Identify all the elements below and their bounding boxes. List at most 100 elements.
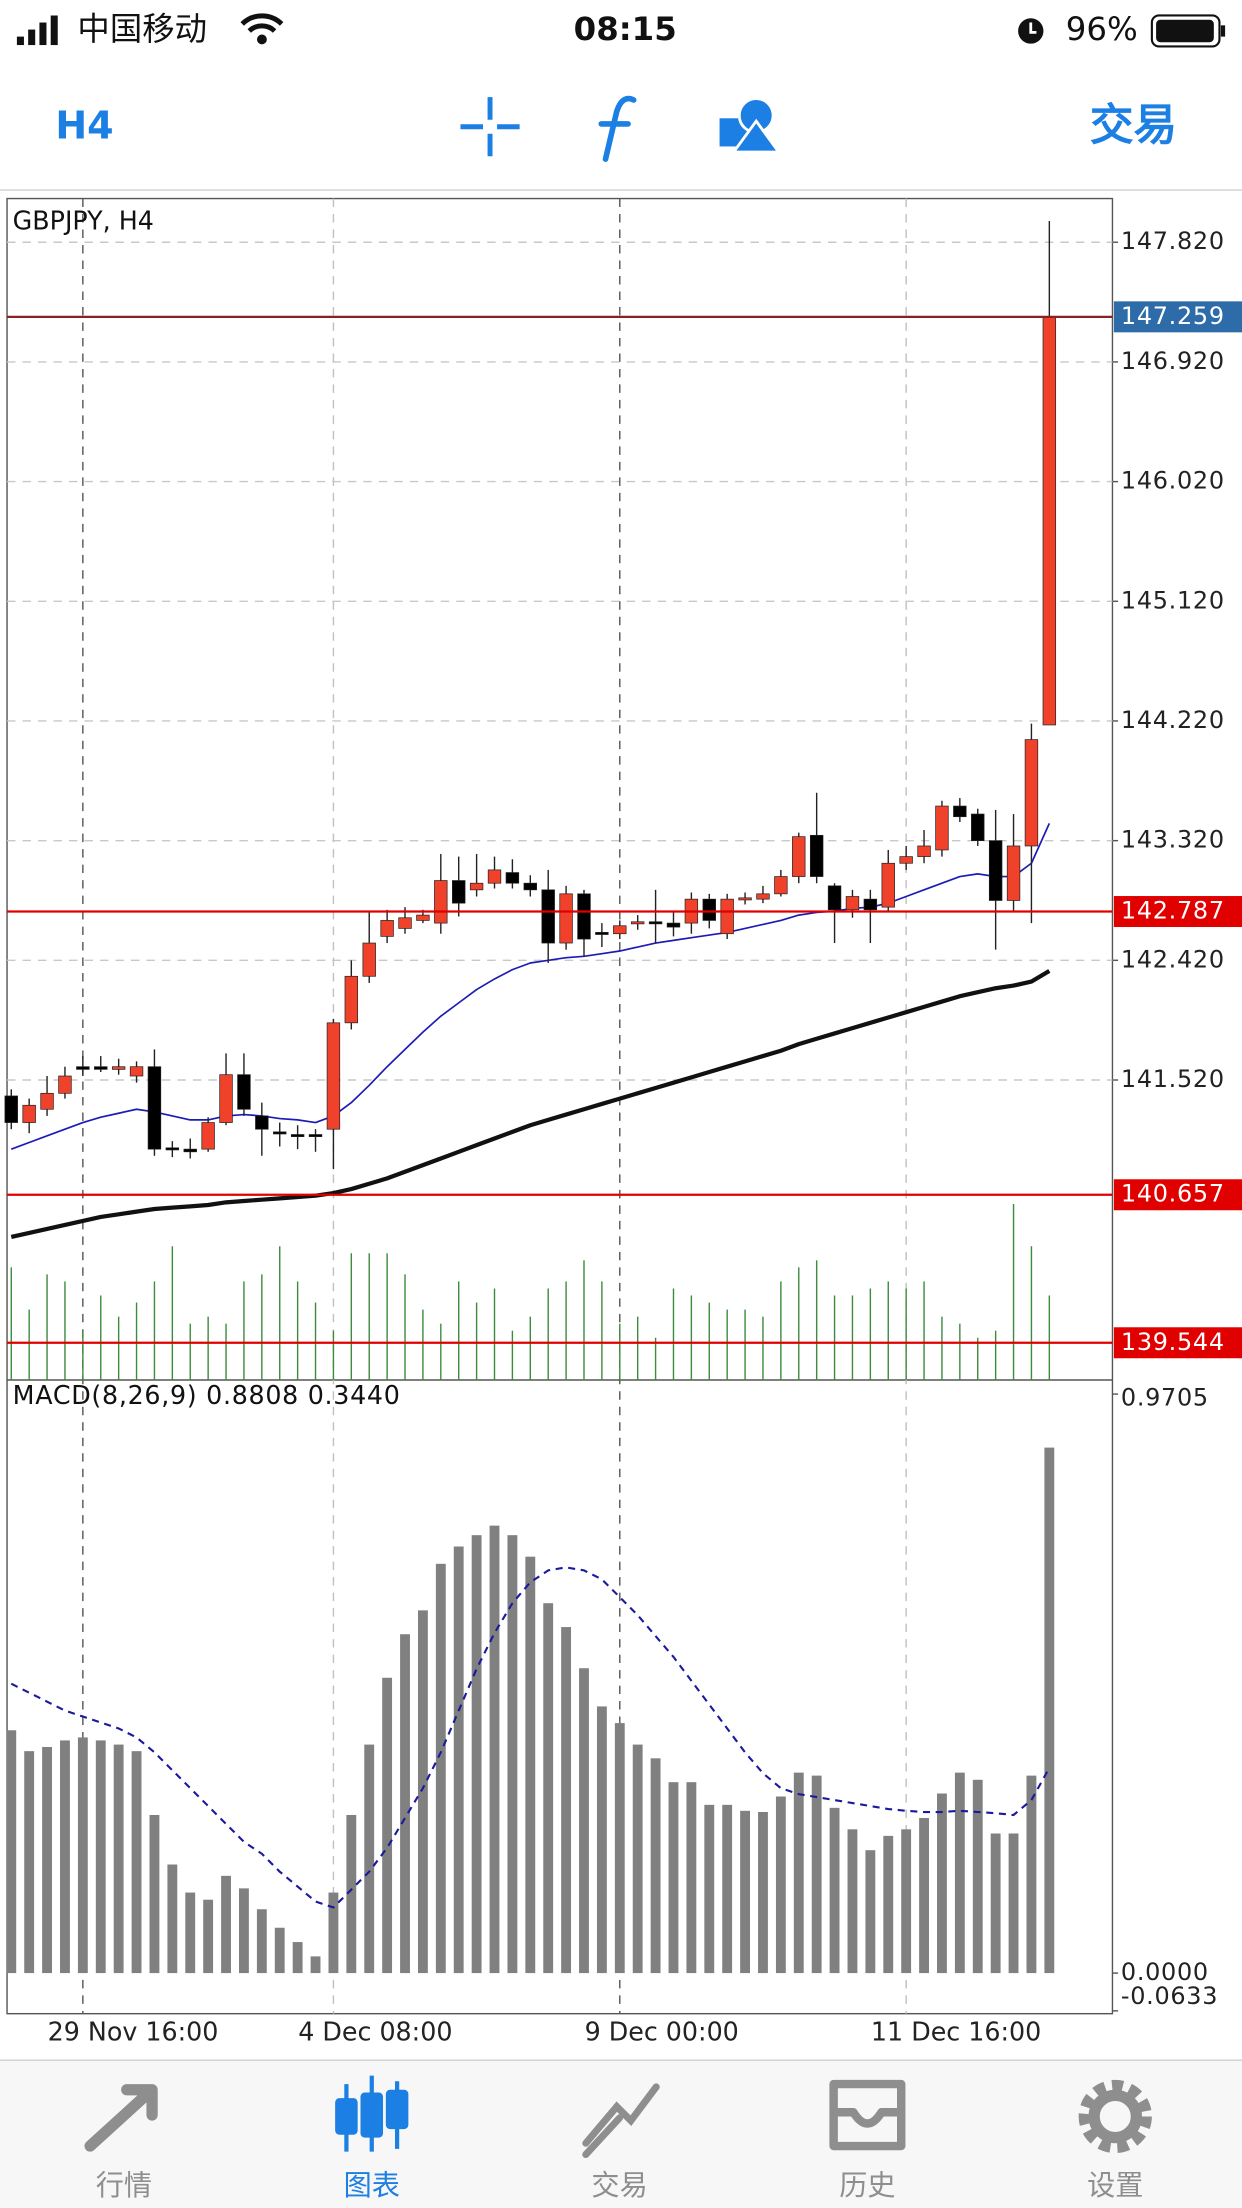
histogram-bar [954,1772,965,1974]
indicator-button[interactable] [598,95,637,162]
battery-icon [1150,14,1221,48]
candle-body [434,880,448,924]
histogram-bar [775,1796,786,1974]
candle-body [935,805,949,851]
histogram-bar [6,1730,17,1974]
histogram-bar [364,1744,375,1974]
chart-icon [385,2089,409,2130]
histogram-bar [722,1804,733,1974]
histogram-bar [24,1751,35,1974]
histogram-bar [435,1563,446,1974]
signal-icon [16,36,24,46]
indicator-title: MACD(8,26,9) 0.8808 0.3440 [13,1380,401,1410]
candle-body [809,834,824,877]
candle-body [183,1148,197,1153]
signal-icon [28,29,36,46]
candle-body [1042,316,1057,726]
objects-button[interactable] [719,97,782,154]
candle-body [595,932,609,935]
price-level-tag [1113,896,1242,928]
history-icon[interactable] [829,2079,906,2151]
battery-icon [1156,19,1214,43]
trade-icon[interactable] [582,2083,660,2159]
candle-body [523,882,537,891]
candle-body [94,1066,108,1070]
y-tick-label: 142.420 [1121,945,1225,973]
y-tick-label: 0.0000 [1121,1958,1209,1986]
carrier: 中国移动 [77,10,207,48]
histogram-bar [937,1793,947,1974]
histogram-bar [614,1723,625,1974]
y-tick-label: 145.120 [1121,586,1225,614]
histogram-bar [42,1746,52,1974]
histogram-bar [901,1829,912,1974]
histogram-bar [650,1758,661,1974]
trade-icon [582,2083,660,2159]
candle-body [40,1092,54,1110]
y-tick-label: 146.920 [1121,347,1225,375]
histogram-bar [274,1927,285,1974]
candle-body [559,893,573,944]
quotes-icon[interactable] [84,2084,158,2152]
chart-area: 147.820 146.920 146.020 145.120 144.220 143.3… [4,197,1242,2046]
y-tick-label: 147.820 [1121,227,1225,255]
candle-body [845,896,860,911]
tab-label: 行情 [96,2169,152,2202]
histogram-bar [811,1775,822,1974]
candle-body [1006,845,1021,901]
candle-body [380,920,394,937]
candle-body [165,1147,180,1151]
price-level-tag [1113,1327,1242,1359]
candle-body [630,921,645,925]
y-tick-label: 146.020 [1121,467,1225,495]
candle-body [541,889,555,944]
candle-body [827,885,842,911]
candle-body [971,813,985,841]
histogram-bar [292,1942,303,1974]
settings-icon [1088,2089,1143,2144]
histogram-bar [95,1740,106,1974]
histogram-bar [328,1892,339,1974]
histogram-bar [1044,1447,1055,1974]
histogram-bar [417,1610,428,1974]
candle-body [577,893,591,940]
objects-icon [730,118,782,154]
x-tick-label: 4 Dec 08:00 [298,2016,452,2046]
histogram-bar [167,1864,178,1974]
histogram-bar [256,1909,267,1974]
histogram-bar [489,1525,500,1974]
y-tick-label: 144.220 [1121,706,1225,734]
tab-label: 图表 [344,2169,400,2202]
tab-label: 交易 [591,2169,647,2202]
settings-icon [1078,2079,1152,2154]
histogram-bar [525,1556,536,1974]
timeframe-button[interactable]: H4 [55,104,113,148]
trade-button[interactable]: 交易 [1090,100,1177,151]
histogram-bar [579,1668,589,1974]
candle-body [469,882,484,891]
tab-bar: 行情 图表 交易 历史 设置 [0,2059,1242,2208]
candle-body [863,898,878,911]
histogram-bar [704,1804,715,1974]
histogram-bar [77,1737,88,1974]
histogram-bar [185,1892,196,1974]
tab-bar-bg [0,2060,1242,2208]
histogram-bar [400,1634,410,1974]
price-level-label: 142.787 [1121,897,1225,925]
candle-body [720,898,734,935]
crosshair-button[interactable] [460,97,520,157]
candle-body [953,805,967,818]
tab-label: 历史 [839,2169,895,2202]
histogram-bar [972,1779,983,1974]
y-tick-label: -0.0633 [1121,1982,1218,2010]
candle-body [398,917,412,929]
settings-icon[interactable] [1078,2079,1152,2154]
candle-body [666,922,681,928]
histogram-bar [596,1706,607,1974]
candle-body [237,1074,251,1110]
candle-body [917,845,931,857]
histogram-bar [131,1751,142,1974]
histogram-bar [221,1875,231,1974]
chart-icon[interactable] [335,2075,409,2152]
